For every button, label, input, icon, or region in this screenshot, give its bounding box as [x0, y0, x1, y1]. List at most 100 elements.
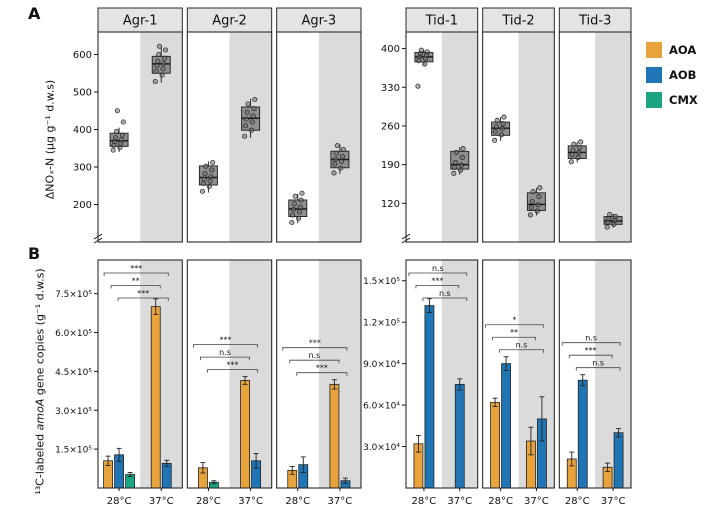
- panel-a-label: A: [28, 4, 41, 23]
- data-point: [537, 185, 543, 191]
- aoa-color-swatch: [646, 42, 662, 58]
- sig-label: ***: [137, 289, 149, 298]
- bar-aoa: [329, 383, 340, 489]
- sig-label: *: [513, 316, 517, 325]
- data-point: [119, 132, 126, 138]
- data-point: [206, 183, 212, 190]
- facet-frame: [186, 259, 273, 489]
- shading-37c: [595, 32, 631, 242]
- data-point: [528, 205, 534, 211]
- y-tick-label: 600: [73, 50, 92, 61]
- facet-frame: [276, 31, 362, 243]
- sig-bracket: [568, 354, 613, 359]
- data-point: [459, 154, 465, 160]
- data-point: [339, 153, 346, 160]
- barchart-panel-tid: 3.0×10⁴ 6.0×10⁴ 9.0×10⁴ 1.2×10⁵ 1.5×10⁵ 28°C 3…: [363, 259, 632, 507]
- data-point: [577, 144, 583, 151]
- sig-label: n.s: [219, 348, 231, 357]
- facet-frame: [97, 259, 183, 489]
- sig-bracket: [575, 367, 621, 371]
- facet-frame: [97, 31, 183, 243]
- data-point: [339, 158, 345, 164]
- data-point: [208, 174, 214, 180]
- facet-header: [405, 7, 479, 33]
- facet-header: [97, 7, 183, 33]
- sig-label: ***: [309, 339, 321, 348]
- data-point: [571, 141, 577, 147]
- data-point: [207, 178, 213, 184]
- data-point: [296, 215, 302, 221]
- data-point: [297, 204, 303, 210]
- data-point: [154, 63, 160, 69]
- facet-title: Agr-1: [123, 14, 158, 29]
- data-point: [159, 72, 165, 78]
- x-tick-label: 28°C: [488, 496, 513, 507]
- y-tick-label: 190: [381, 160, 400, 171]
- shading-37c: [441, 32, 478, 242]
- data-point: [340, 146, 346, 152]
- facet-title: Tid-1: [425, 14, 458, 29]
- sig-label: n.s: [585, 334, 597, 343]
- x-tick-label: 28°C: [565, 496, 590, 507]
- y-tick-label: 7.5×10⁵: [55, 290, 92, 300]
- facet-frame: [276, 259, 362, 489]
- sig-bracket: [561, 342, 621, 346]
- barchart-panel-agr: 1.5×10⁵ 3.0×10⁵ 4.5×10⁵ 6.0×10⁵ 7.5×10⁵ 28°C 3…: [55, 259, 362, 507]
- sig-bracket: [296, 372, 348, 376]
- data-point: [113, 128, 120, 134]
- data-point: [334, 143, 340, 149]
- x-tick-label: 37°C: [238, 496, 263, 507]
- data-point: [289, 219, 295, 226]
- sig-bracket: [193, 344, 258, 348]
- data-point: [199, 188, 206, 194]
- data-point: [251, 105, 257, 112]
- data-point: [529, 199, 535, 205]
- sig-bracket: [207, 369, 258, 373]
- y-tick-label: 300: [73, 163, 92, 174]
- sig-bracket: [103, 272, 169, 276]
- x-tick-label: 28°C: [107, 496, 132, 507]
- facet-title: Agr-2: [212, 14, 247, 29]
- y-tick-label: 330: [381, 83, 400, 94]
- data-point: [209, 167, 215, 173]
- x-tick-label: 28°C: [285, 496, 310, 507]
- sig-bracket: [200, 356, 250, 361]
- data-point: [299, 190, 305, 196]
- legend-item-aoa: AOA: [646, 42, 698, 58]
- y-tick-label: 4.5×10⁵: [55, 368, 92, 378]
- legend: AOA AOB CMX: [646, 42, 698, 108]
- data-point: [243, 116, 249, 122]
- data-point: [460, 146, 466, 152]
- data-point: [500, 121, 506, 127]
- bar-aob: [613, 432, 624, 489]
- x-tick-label: 37°C: [149, 496, 174, 507]
- data-point: [156, 51, 162, 58]
- facet-header: [558, 7, 632, 33]
- data-point: [527, 212, 534, 218]
- data-point: [155, 58, 161, 64]
- data-point: [153, 68, 159, 74]
- data-point: [160, 66, 166, 72]
- data-point: [292, 193, 298, 199]
- facet-frame: [405, 259, 479, 489]
- bar-aob: [424, 305, 435, 489]
- aob-color-swatch: [646, 67, 662, 83]
- y-tick-label: 3.0×10⁴: [363, 443, 400, 453]
- data-point: [575, 154, 581, 160]
- data-point: [117, 144, 123, 151]
- sig-label: ***: [220, 336, 232, 345]
- sig-bracket: [415, 285, 460, 289]
- data-point: [535, 202, 541, 208]
- legend-label: AOA: [669, 43, 697, 57]
- legend-item-cmx: CMX: [646, 92, 698, 108]
- y-tick-label: 3.0×10⁵: [55, 407, 92, 417]
- legend-label: AOB: [669, 68, 697, 82]
- data-point: [501, 114, 507, 120]
- sig-label: n.s: [516, 341, 528, 350]
- data-point: [607, 211, 613, 217]
- data-point: [569, 152, 575, 158]
- sig-label: n.s: [308, 351, 320, 360]
- sig-bracket: [499, 349, 544, 353]
- sig-bracket: [485, 324, 544, 328]
